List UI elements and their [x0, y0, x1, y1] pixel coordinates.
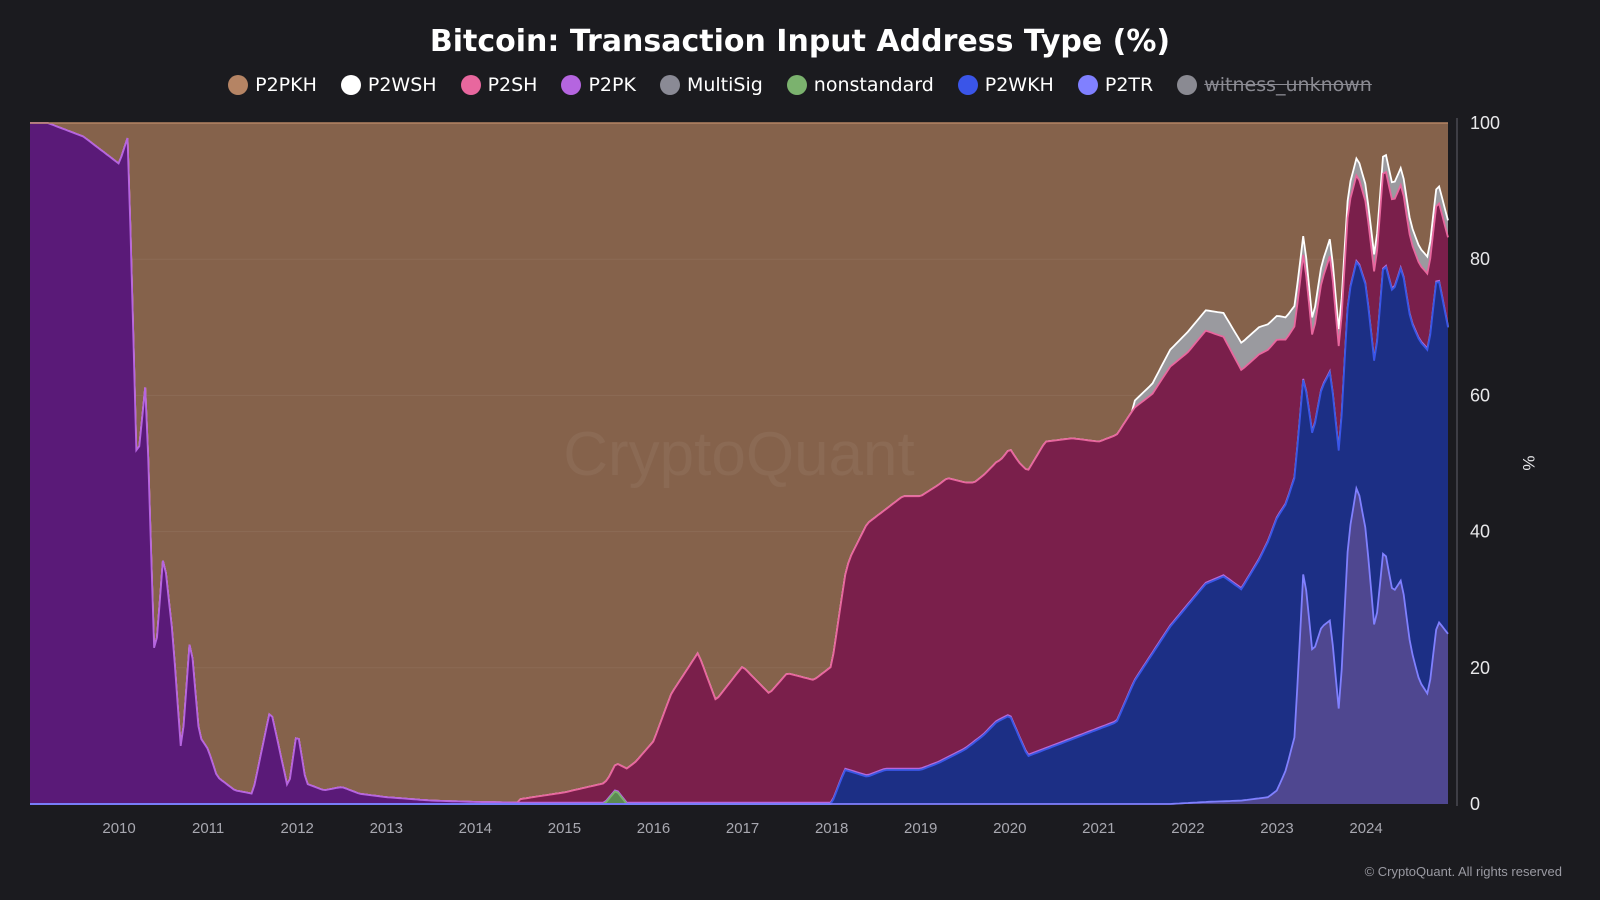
legend-label: P2PKH [255, 74, 317, 96]
x-tick-label: 2019 [904, 820, 937, 837]
legend-label: P2TR [1104, 74, 1154, 96]
x-tick-label: 2017 [726, 820, 759, 837]
area-p2tr [30, 488, 1448, 804]
x-tick-label: 2011 [192, 820, 224, 837]
legend-marker [460, 75, 481, 95]
legend-marker [659, 75, 680, 95]
y-tick-label: 20 [1470, 658, 1490, 678]
legend-item-p2wsh[interactable]: P2WSH [340, 74, 437, 96]
x-tick-label: 2020 [993, 820, 1026, 837]
chart-title: Bitcoin: Transaction Input Address Type … [429, 24, 1171, 59]
legend-label: P2WKH [984, 74, 1054, 96]
y-tick-label: 60 [1470, 385, 1490, 405]
legend-item-p2pkh[interactable]: P2PKH [228, 74, 317, 96]
x-tick-label: 2012 [281, 820, 314, 837]
legend-item-p2sh[interactable]: P2SH [460, 74, 538, 96]
legend-marker [1077, 75, 1098, 95]
legend-marker [786, 75, 807, 95]
x-tick-label: 2023 [1260, 820, 1293, 837]
legend-label: witness_unknown [1204, 74, 1372, 96]
area-p2sh [30, 123, 1448, 803]
y-tick-label: 40 [1470, 522, 1490, 542]
legend-item-nonstandard[interactable]: nonstandard [786, 74, 934, 96]
x-tick-label: 2021 [1082, 820, 1115, 837]
watermark: CryptoQuant [563, 420, 915, 489]
y-tick-label: 80 [1470, 249, 1490, 269]
legend-marker [957, 75, 978, 95]
x-tick-label: 2018 [815, 820, 848, 837]
legend-label: nonstandard [813, 74, 934, 96]
legend-item-p2pk[interactable]: P2PK [561, 74, 636, 96]
legend: P2PKH P2WSH P2SH P2PK MultiSig nonstandard P2W… [0, 74, 1600, 96]
x-tick-label: 2014 [459, 820, 492, 837]
y-tick-label: 0 [1470, 794, 1480, 814]
y-axis-label: % [1519, 455, 1538, 470]
x-tick-label: 2015 [548, 820, 581, 837]
area-p2pk [30, 123, 1448, 804]
legend-marker [561, 75, 582, 95]
legend-label: P2PK [588, 74, 636, 96]
legend-marker [1177, 75, 1198, 95]
x-tick-label: 2013 [370, 820, 403, 837]
y-tick-label: 100 [1470, 113, 1500, 133]
legend-item-witness-unknown[interactable]: witness_unknown [1177, 74, 1372, 96]
line-p2tr [30, 485, 1449, 805]
legend-marker [228, 75, 249, 95]
line-p2pk [30, 122, 1449, 804]
legend-marker [340, 75, 361, 95]
x-tick-label: 2010 [102, 820, 135, 837]
legend-item-p2wkh[interactable]: P2WKH [957, 74, 1054, 96]
copyright-notice: © CryptoQuant. All rights reserved [1364, 864, 1562, 879]
legend-item-p2tr[interactable]: P2TR [1077, 74, 1154, 96]
x-tick-label: 2016 [637, 820, 670, 837]
legend-label: MultiSig [686, 74, 763, 96]
x-tick-label: 2022 [1171, 820, 1204, 837]
legend-label: P2WSH [367, 74, 437, 96]
x-tick-label: 2024 [1349, 820, 1382, 837]
legend-label: P2SH [487, 74, 538, 96]
legend-item-multisig[interactable]: MultiSig [659, 74, 763, 96]
